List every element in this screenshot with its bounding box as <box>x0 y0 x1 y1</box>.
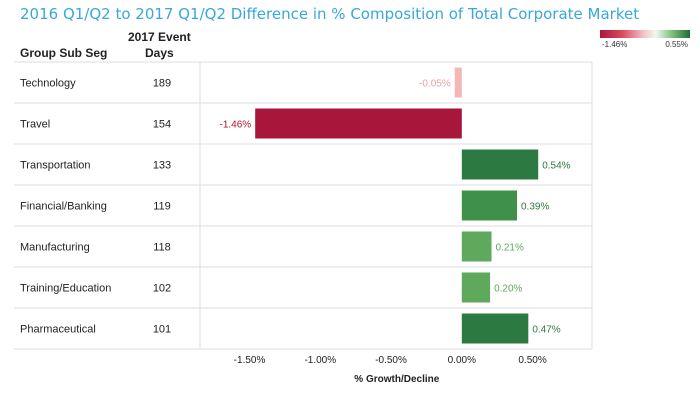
segment-column-header: Group Sub Seg <box>20 46 108 60</box>
event-days-value: 101 <box>153 324 171 336</box>
legend-min-label: -1.46% <box>602 40 628 49</box>
legend-max-label: 0.55% <box>665 40 688 49</box>
x-tick-label: -1.00% <box>304 355 336 366</box>
bar <box>461 149 539 180</box>
data-label: 0.47% <box>532 325 560 336</box>
category-label: Manufacturing <box>20 242 90 254</box>
x-tick-label: 0.00% <box>448 355 476 366</box>
days-column-header-line2: Days <box>145 46 174 60</box>
category-label: Training/Education <box>20 283 111 295</box>
bar <box>454 67 462 98</box>
bar <box>255 108 462 139</box>
x-tick-label: -0.50% <box>375 355 407 366</box>
bar <box>461 190 517 221</box>
category-label: Transportation <box>20 160 91 172</box>
event-days-value: 154 <box>153 119 171 131</box>
data-label: -0.05% <box>419 79 451 90</box>
data-label: -1.46% <box>220 120 252 131</box>
category-label: Pharmaceutical <box>20 324 96 336</box>
category-label: Financial/Banking <box>20 201 107 213</box>
bar <box>461 231 492 262</box>
category-label: Technology <box>20 78 76 90</box>
x-tick-label: -1.50% <box>234 355 266 366</box>
chart-title: 2016 Q1/Q2 to 2017 Q1/Q2 Difference in %… <box>20 5 640 23</box>
data-label: 0.39% <box>521 202 549 213</box>
data-label: 0.21% <box>496 243 524 254</box>
event-days-value: 119 <box>153 201 171 213</box>
data-label: 0.20% <box>494 284 522 295</box>
event-days-value: 133 <box>153 160 171 172</box>
x-tick-label: 0.50% <box>518 355 546 366</box>
event-days-value: 118 <box>153 242 171 254</box>
event-days-value: 102 <box>153 283 171 295</box>
category-label: Travel <box>20 119 50 131</box>
days-column-header-line1: 2017 Event <box>128 30 191 44</box>
event-days-value: 189 <box>153 78 171 90</box>
data-label: 0.54% <box>542 161 570 172</box>
x-axis-title: % Growth/Decline <box>354 374 439 385</box>
color-legend-gradient <box>600 30 690 38</box>
bar <box>461 272 491 303</box>
bar <box>461 313 529 344</box>
color-legend: -1.46% 0.55% <box>600 30 690 52</box>
